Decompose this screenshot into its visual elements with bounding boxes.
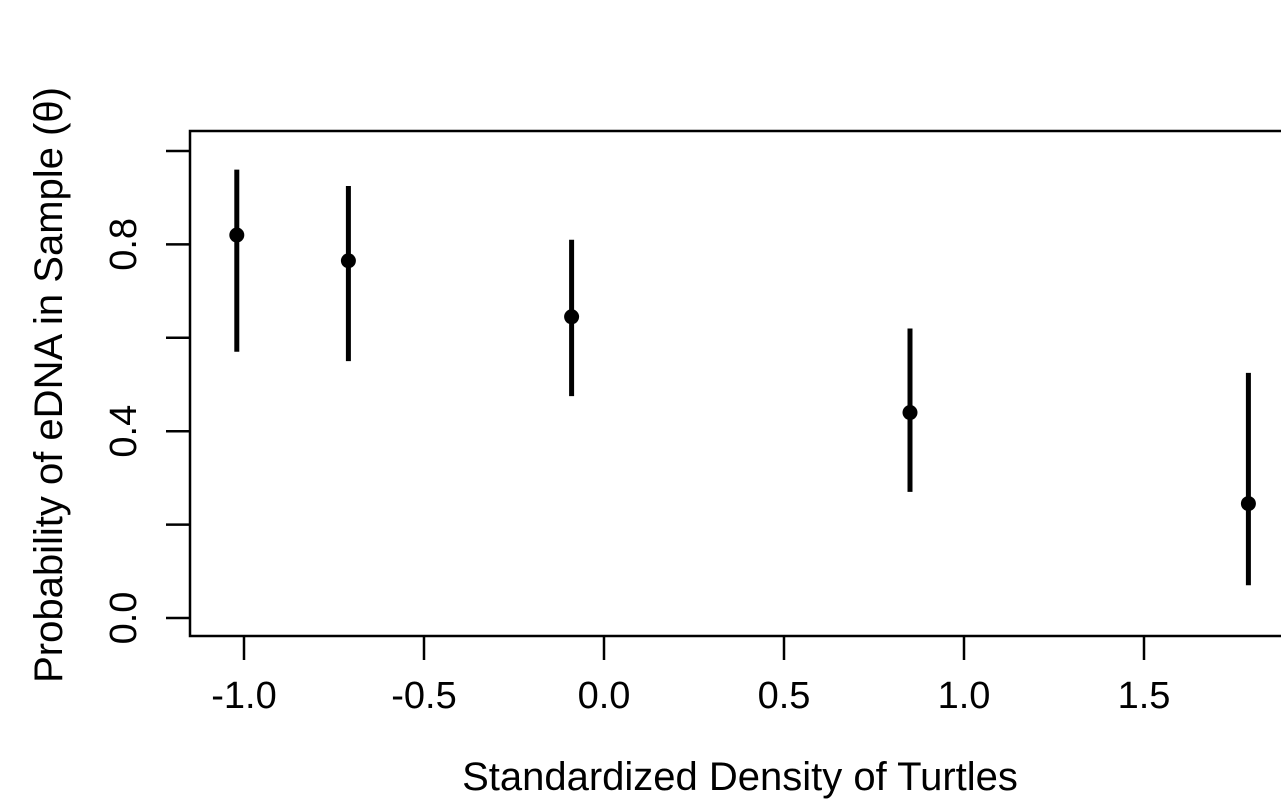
- x-tick-label: -1.0: [211, 675, 276, 717]
- x-tick-label: 0.0: [578, 675, 631, 717]
- data-points: [229, 169, 1256, 586]
- data-point: [902, 405, 918, 421]
- x-axis-title: Standardized Density of Turtles: [462, 755, 1018, 799]
- plot-frame: [188, 129, 1281, 638]
- y-axis-title: Probability of eDNA in Sample (θ): [27, 87, 71, 683]
- data-point: [564, 309, 580, 325]
- y-tick-label: 0.8: [103, 218, 145, 271]
- x-tick-label: -0.5: [391, 675, 456, 717]
- y-tick-label: 0.4: [103, 405, 145, 458]
- x-axis: -1.0 -0.5 0.0 0.5 1.0 1.5: [211, 636, 1170, 717]
- x-tick-label: 1.0: [938, 675, 991, 717]
- y-axis: 0.0 0.4 0.8: [103, 149, 190, 645]
- data-point: [1240, 496, 1256, 512]
- data-point: [229, 227, 245, 243]
- x-tick-label: 0.5: [758, 675, 811, 717]
- y-tick-label: 0.0: [103, 592, 145, 645]
- data-point: [340, 253, 356, 269]
- x-tick-label: 1.5: [1118, 675, 1171, 717]
